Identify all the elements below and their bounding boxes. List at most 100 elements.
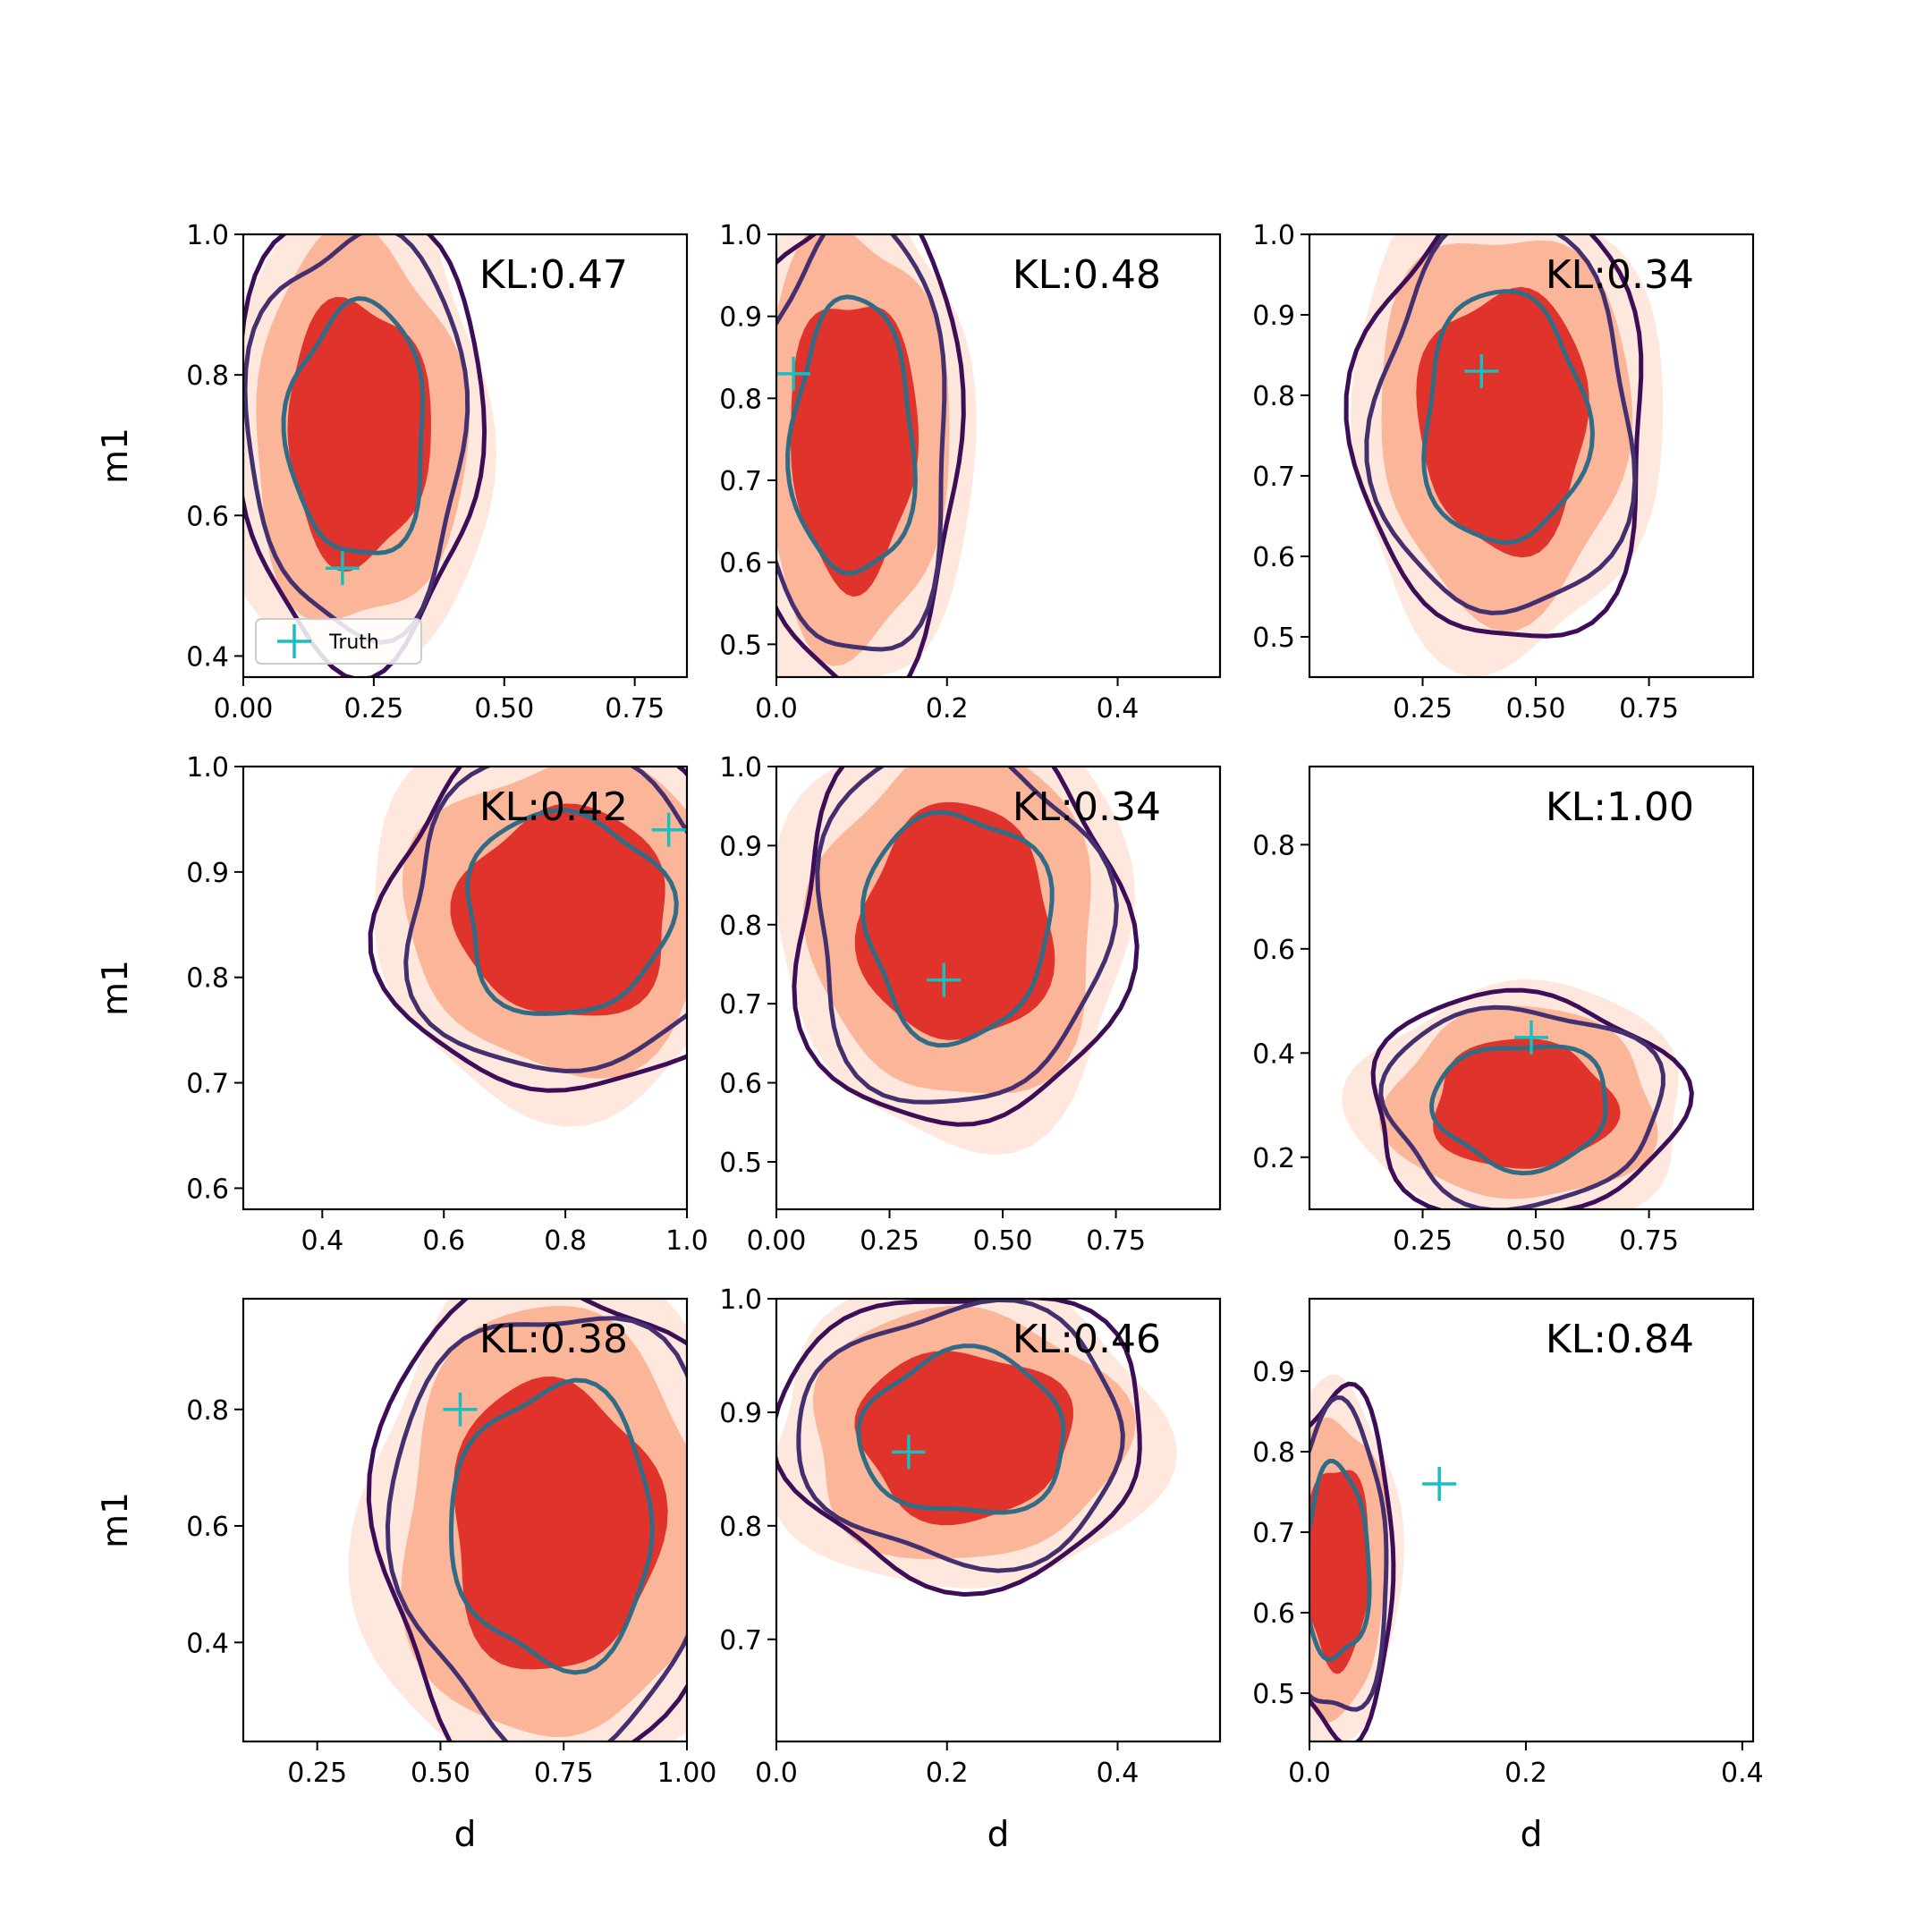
contour-outer — [1343, 234, 1644, 639]
y-tick-label: 0.8 — [186, 360, 229, 392]
contour-outer — [1370, 987, 1694, 1209]
contour-outer — [776, 1299, 1142, 1597]
truth-marker — [927, 962, 962, 997]
kl-label: KL:0.46 — [1013, 1317, 1161, 1362]
y-tick-label: 0.8 — [719, 1512, 762, 1543]
density-level-inner — [854, 801, 1055, 1040]
plot-area — [1343, 234, 1663, 677]
x-tick-label: 0.25 — [1393, 1225, 1453, 1257]
kl-label: KL:1.00 — [1546, 784, 1694, 830]
y-tick-label: 0.9 — [186, 858, 229, 889]
y-tick-label: 1.0 — [186, 752, 229, 784]
legend-label: Truth — [328, 631, 379, 654]
y-tick-label: 0.9 — [1252, 1357, 1295, 1388]
y-tick-label: 0.6 — [1252, 935, 1295, 966]
y-tick-label: 0.7 — [719, 1625, 762, 1657]
x-tick-label: 0.25 — [1393, 693, 1453, 724]
x-tick-label: 0.4 — [1097, 1758, 1140, 1789]
contour-mid — [815, 767, 1119, 1105]
x-tick-label: 0.2 — [926, 693, 969, 724]
plot-area — [776, 767, 1140, 1156]
y-tick-label: 0.8 — [186, 1395, 229, 1427]
y-tick-label: 0.2 — [1252, 1143, 1295, 1174]
y-tick-label: 0.9 — [719, 831, 762, 862]
axes-frame — [242, 765, 689, 1211]
y-tick-label: 0.4 — [186, 1628, 229, 1659]
axes-frame — [242, 233, 689, 679]
y-tick-label: 0.4 — [1252, 1038, 1295, 1070]
density-level-inner — [453, 1377, 668, 1670]
contour-inner — [465, 808, 679, 1016]
x-axis-label: d — [1521, 1815, 1543, 1855]
y-tick-label: 0.7 — [719, 989, 762, 1021]
x-tick-label: 1.00 — [657, 1758, 717, 1789]
y-tick-label: 0.8 — [1252, 1437, 1295, 1469]
kl-label: KL:0.38 — [479, 1317, 628, 1362]
y-tick-label: 0.8 — [1252, 830, 1295, 861]
y-tick-label: 0.9 — [1252, 301, 1295, 332]
y-axis-label: m1 — [96, 428, 136, 484]
contour-mid — [243, 234, 470, 645]
truth-marker — [1514, 1020, 1548, 1055]
density-level-inner — [854, 1351, 1073, 1526]
contour-mid — [1378, 1004, 1665, 1209]
density-level-inner — [1433, 1038, 1621, 1169]
y-tick-label: 0.8 — [719, 911, 762, 942]
x-tick-label: 0.50 — [411, 1758, 470, 1789]
y-tick-label: 0.6 — [186, 501, 229, 532]
axes-frame — [775, 233, 1222, 679]
truth-marker — [325, 551, 360, 586]
y-tick-label: 0.7 — [719, 466, 762, 497]
contour-inner — [860, 809, 1055, 1048]
axes-frame — [242, 1297, 689, 1743]
y-axis-label: m1 — [96, 960, 136, 1016]
contour-inner — [1428, 1044, 1608, 1176]
x-tick-label: 0.50 — [973, 1225, 1033, 1257]
contour-mid — [1309, 1394, 1389, 1712]
subplot-1: KL:0.47 0.00 0.25 0.50 0.75 0.4 0.6 0.8 1.0 m1 Tru… — [96, 220, 689, 724]
plot-area — [368, 767, 687, 1127]
y-tick-label: 0.7 — [1252, 462, 1295, 493]
contour-outer — [1309, 1381, 1396, 1741]
x-tick-label: 0.75 — [1086, 1225, 1146, 1257]
subplot-5: KL:0.34 0.00 0.25 0.50 0.75 0.5 0.6 0.7 0.8 0.9 1.… — [719, 752, 1222, 1257]
truth-marker — [443, 1392, 478, 1427]
kl-label: KL:0.34 — [1013, 784, 1161, 830]
plot-area — [1342, 979, 1694, 1209]
contour-inner — [785, 294, 918, 576]
kl-label: KL:0.84 — [1546, 1317, 1694, 1362]
density-level-inner — [791, 306, 919, 597]
truth-marker — [891, 1435, 926, 1470]
y-tick-label: 1.0 — [719, 220, 762, 251]
legend: Truth — [255, 618, 422, 665]
y-tick-label: 0.8 — [186, 963, 229, 995]
x-tick-label: 0.50 — [1506, 1225, 1566, 1257]
plot-area — [776, 234, 977, 677]
contour-inner — [1309, 1459, 1372, 1662]
contour-inner — [449, 1377, 655, 1675]
x-tick-label: 0.75 — [605, 693, 665, 724]
subplot-4: KL:0.42 0.4 0.6 0.8 1.0 0.6 0.7 0.8 0.9 1.0 m1 — [96, 752, 708, 1257]
x-tick-label: 0.50 — [474, 693, 534, 724]
plot-area — [776, 1299, 1177, 1597]
y-tick-label: 1.0 — [719, 752, 762, 784]
axes-frame — [1308, 1297, 1755, 1743]
x-tick-label: 0.6 — [422, 1225, 465, 1257]
x-tick-label: 0.2 — [926, 1758, 969, 1789]
x-tick-label: 0.4 — [1721, 1758, 1764, 1789]
legend-box — [255, 618, 422, 665]
contour-inner — [1421, 289, 1596, 546]
y-tick-label: 0.5 — [1252, 1679, 1295, 1710]
y-tick-label: 0.6 — [719, 548, 762, 580]
contour-inner — [281, 296, 426, 555]
y-tick-label: 0.6 — [186, 1174, 229, 1205]
axes-frame — [775, 1297, 1222, 1743]
contour-inner — [856, 1343, 1066, 1515]
x-tick-label: 0.4 — [301, 1225, 343, 1257]
truth-marker — [651, 812, 686, 847]
x-tick-label: 1.0 — [665, 1225, 708, 1257]
x-axis-label: d — [454, 1815, 477, 1855]
y-tick-label: 0.5 — [1252, 623, 1295, 654]
y-tick-label: 0.6 — [1252, 1598, 1295, 1630]
density-level-inner — [450, 803, 665, 1016]
